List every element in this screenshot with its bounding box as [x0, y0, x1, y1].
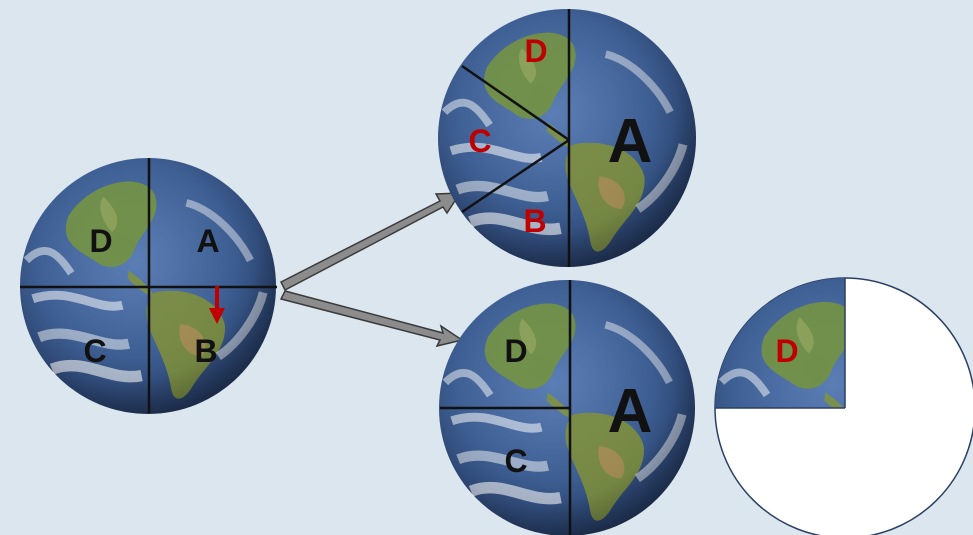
label-a: A — [196, 223, 219, 259]
partial-disc: D — [714, 277, 973, 535]
label-b: B — [523, 203, 546, 239]
globe-bottom-right: A C D — [439, 280, 695, 535]
globe-left: A B C D — [20, 158, 277, 414]
label-a: A — [608, 107, 653, 176]
label-b: B — [194, 333, 217, 369]
label-d: D — [89, 223, 112, 259]
label-c: C — [83, 333, 106, 369]
label-a: A — [608, 377, 653, 446]
label-d: D — [504, 333, 527, 369]
divider-upper-slant — [461, 64, 570, 142]
arrow-to-bottom — [279, 290, 464, 348]
label-d: D — [775, 333, 798, 369]
label-d: D — [524, 33, 547, 69]
divider-lower-slant — [461, 138, 570, 214]
label-c: C — [468, 123, 491, 159]
arrow-to-top — [279, 192, 462, 292]
red-down-arrow — [209, 286, 225, 324]
label-c: C — [504, 443, 527, 479]
globe-top-right: A B C D — [438, 9, 696, 267]
